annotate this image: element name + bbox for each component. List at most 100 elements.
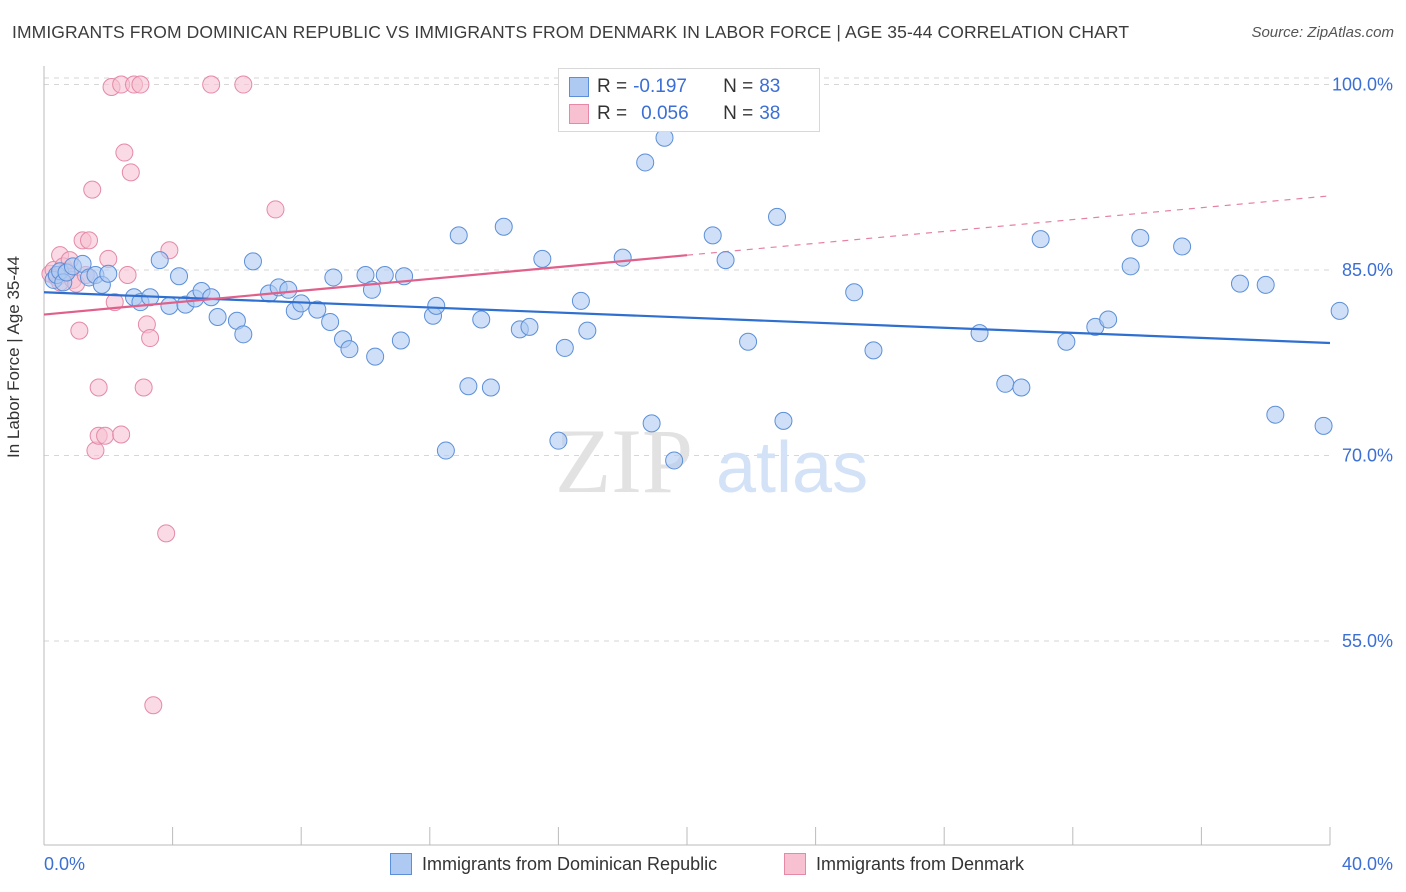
data-point — [716, 251, 735, 270]
data-point — [118, 265, 137, 284]
legend-r-label: R = — [597, 103, 628, 124]
data-point — [144, 696, 163, 715]
bottom-legend-label-dominican: Immigrants from Dominican Republic — [422, 853, 718, 874]
data-point — [1121, 257, 1140, 276]
data-point — [202, 75, 221, 94]
bottom-legend-label-denmark: Immigrants from Denmark — [816, 853, 1025, 874]
trend-line-denmark-extension — [686, 195, 1331, 256]
data-point — [160, 296, 179, 315]
data-point — [243, 252, 262, 271]
data-point — [112, 425, 131, 444]
data-point — [1230, 274, 1249, 293]
data-point — [86, 441, 105, 460]
data-point — [845, 283, 864, 302]
legend-r-label: R = — [597, 76, 628, 97]
data-point — [202, 288, 221, 307]
y-tick-label: 55.0% — [1342, 631, 1393, 651]
watermark-atlas: atlas — [716, 428, 868, 508]
data-point — [642, 414, 661, 433]
legend-n-label: N = — [723, 103, 754, 124]
bottom-legend-swatch-denmark — [784, 853, 806, 875]
data-point — [324, 268, 343, 287]
data-point — [549, 431, 568, 450]
data-point — [494, 217, 513, 236]
data-point — [578, 321, 597, 340]
data-point — [774, 411, 793, 430]
legend-row-dominican: R = -0.197 N = 83 — [569, 74, 780, 100]
trend-line-dominican — [43, 291, 1331, 345]
data-point — [208, 308, 227, 327]
data-point — [1131, 228, 1150, 247]
data-point — [571, 291, 590, 310]
data-point — [436, 441, 455, 460]
legend-n-label: N = — [723, 76, 754, 97]
data-point — [996, 374, 1015, 393]
data-point — [1012, 378, 1031, 397]
legend-swatch-dominican — [569, 77, 589, 97]
data-point — [613, 248, 632, 267]
data-point — [1031, 230, 1050, 249]
data-point — [170, 267, 189, 286]
y-tick-label: 70.0% — [1342, 446, 1393, 466]
data-point — [1330, 301, 1349, 320]
legend-n-value: 38 — [759, 103, 781, 124]
data-point — [105, 293, 124, 312]
data-point — [481, 378, 500, 397]
data-point — [356, 265, 375, 284]
data-point — [340, 340, 359, 359]
data-point — [768, 207, 787, 226]
axes — [43, 66, 1331, 846]
data-point — [1256, 275, 1275, 294]
data-point — [131, 75, 150, 94]
data-point — [157, 524, 176, 543]
source-label: Source: ZipAtlas.com — [1251, 24, 1394, 41]
y-tick-label: 85.0% — [1342, 260, 1393, 280]
data-point — [1266, 405, 1285, 424]
data-point — [279, 280, 298, 299]
data-point — [375, 265, 394, 284]
x-tick-label: 0.0% — [44, 854, 85, 874]
bottom-legend-swatch-dominican — [390, 853, 412, 875]
legend-r-value: 0.056 — [641, 103, 689, 124]
bottom-legend-dominican: Immigrants from Dominican Republic — [390, 851, 717, 877]
legend-row-denmark: R = 0.056 N = 38 — [569, 101, 781, 127]
data-point — [459, 377, 478, 396]
y-axis-label: In Labor Force | Age 35-44 — [4, 256, 23, 458]
data-point — [121, 163, 140, 182]
tick-labels: 55.0% 70.0% 85.0% 100.0% 0.0% 40.0% — [44, 75, 1393, 874]
data-point — [970, 324, 989, 343]
trend-line-denmark — [43, 254, 688, 316]
data-point — [266, 200, 285, 219]
data-point — [449, 226, 468, 245]
data-point — [141, 329, 160, 348]
x-tick-label: 40.0% — [1342, 854, 1393, 874]
data-point — [80, 231, 99, 250]
data-point — [636, 153, 655, 172]
data-point — [89, 378, 108, 397]
data-point — [150, 251, 169, 270]
data-point — [70, 321, 89, 340]
data-point — [321, 312, 340, 331]
data-point — [134, 378, 153, 397]
data-point — [533, 249, 552, 268]
data-point — [391, 331, 410, 350]
data-point — [739, 332, 758, 351]
data-point — [555, 338, 574, 357]
data-point — [1099, 310, 1118, 329]
data-point — [115, 143, 134, 162]
data-point — [308, 300, 327, 319]
data-point — [96, 426, 115, 445]
y-tick-label: 100.0% — [1332, 75, 1393, 95]
grid-lines — [44, 77, 1330, 642]
data-point — [234, 75, 253, 94]
data-point — [99, 264, 118, 283]
data-point — [1314, 416, 1333, 435]
chart-title: IMMIGRANTS FROM DOMINICAN REPUBLIC VS IM… — [12, 22, 1130, 42]
data-point — [703, 226, 722, 245]
data-point — [427, 296, 446, 315]
bottom-legend-denmark: Immigrants from Denmark — [784, 851, 1024, 877]
legend-swatch-denmark — [569, 104, 589, 124]
data-point — [1057, 332, 1076, 351]
data-point — [234, 325, 253, 344]
